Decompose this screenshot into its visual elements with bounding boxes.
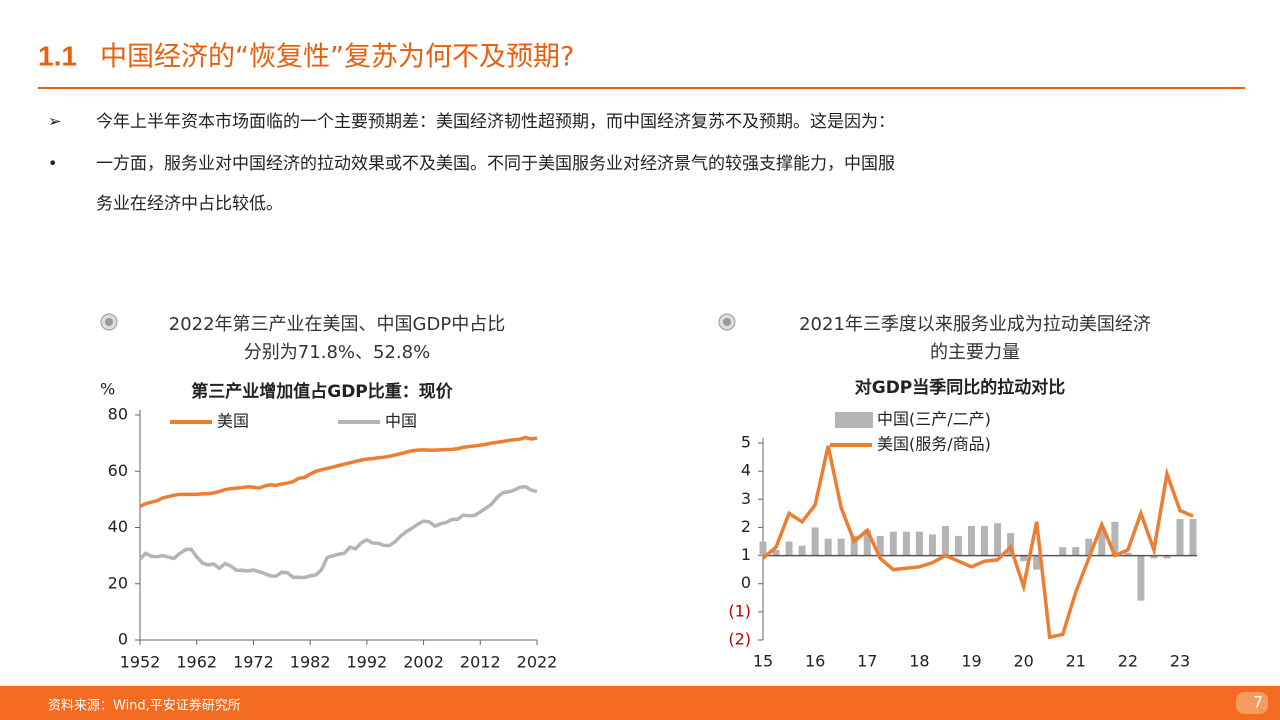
bar: [837, 538, 845, 556]
y-tick-label: (2): [728, 630, 751, 649]
page-box: [1236, 692, 1268, 714]
x-tick-label: 16: [805, 652, 825, 671]
x-tick-label: 23: [1170, 652, 1190, 671]
bar: [1163, 555, 1171, 559]
source: 资料来源：Wind,平安证券研究所: [48, 698, 241, 714]
legend-label: 美国(服务/商品): [877, 435, 991, 454]
caption-icon: [105, 318, 113, 326]
bar: [850, 535, 858, 556]
x-tick-label: 1992: [346, 653, 387, 672]
series-line: [139, 435, 538, 508]
bar: [954, 535, 962, 556]
bar: [941, 526, 949, 556]
bar: [902, 531, 910, 556]
chart-caption: 2021年三季度以来服务业成为拉动美国经济: [799, 314, 1151, 335]
title-number: 1.1: [38, 40, 77, 71]
x-tick-label: 1952: [120, 653, 161, 672]
chart-caption: 2022年第三产业在美国、中国GDP中占比: [169, 314, 505, 335]
x-tick-label: 2002: [403, 653, 444, 672]
bar: [1098, 527, 1106, 556]
bar: [876, 535, 884, 556]
bar: [798, 545, 806, 556]
series-line: [761, 445, 1194, 640]
caption-icon: [723, 318, 731, 326]
legend-swatch: [835, 412, 873, 428]
y-tick-label: (1): [728, 601, 751, 620]
x-tick-label: 20: [1013, 652, 1033, 671]
y-axis-label: %: [100, 380, 115, 399]
y-tick-label: 4: [741, 461, 751, 480]
bullet-icon: ➢: [48, 112, 61, 131]
y-tick-label: 20: [108, 573, 128, 592]
bar: [1033, 555, 1041, 570]
bar: [1137, 555, 1145, 601]
bar: [994, 523, 1002, 556]
chart-caption: 分别为71.8%、52.8%: [244, 342, 430, 363]
legend-label: 中国: [385, 412, 417, 431]
bar: [1150, 555, 1158, 559]
series-line: [138, 484, 538, 580]
bar: [1111, 521, 1119, 556]
legend-label: 中国(三产/二产): [877, 410, 991, 429]
y-tick-label: 3: [741, 489, 751, 508]
page-number: 7: [1253, 693, 1263, 712]
y-tick-label: 0: [741, 573, 751, 592]
bar: [968, 526, 975, 556]
x-tick-label: 1982: [290, 653, 331, 672]
bar: [785, 541, 793, 556]
x-tick-label: 1972: [233, 653, 274, 672]
x-tick-label: 17: [857, 652, 877, 671]
legend-label: 美国: [217, 412, 249, 431]
bar: [824, 538, 832, 556]
x-tick-label: 2012: [460, 653, 501, 672]
bullet-text: 务业在经济中占比较低。: [96, 194, 283, 214]
bar: [981, 526, 989, 556]
y-tick-label: 40: [108, 517, 128, 536]
y-tick-label: 80: [108, 405, 128, 424]
bar: [811, 527, 819, 556]
x-tick-label: 15: [753, 652, 773, 671]
footer-bar: [0, 686, 1280, 720]
x-tick-label: 19: [961, 652, 981, 671]
bar: [1059, 547, 1067, 556]
bar: [1124, 552, 1132, 556]
bullet-text: 今年上半年资本市场面临的一个主要预期差：美国经济韧性超预期，而中国经济复苏不及预…: [96, 112, 895, 132]
x-tick-label: 21: [1066, 652, 1086, 671]
x-tick-label: 1962: [176, 653, 217, 672]
bar: [863, 530, 871, 556]
title: 中国经济的“恢复性”复苏为何不及预期?: [100, 42, 574, 73]
y-tick-label: 0: [118, 630, 128, 649]
y-tick-label: 5: [741, 433, 751, 452]
chart-caption: 的主要力量: [930, 342, 1020, 363]
bar: [1176, 518, 1184, 556]
bar: [889, 531, 897, 556]
y-tick-label: 60: [108, 461, 128, 480]
bar: [1189, 518, 1197, 556]
bar: [1020, 555, 1028, 562]
bar: [772, 549, 780, 556]
bar: [1007, 533, 1015, 556]
bar: [759, 541, 767, 556]
x-tick-label: 18: [909, 652, 929, 671]
chart-title: 对GDP当季同比的拉动对比: [855, 377, 1066, 398]
bar: [928, 534, 936, 556]
bullet-text: 一方面，服务业对中国经济的拉动效果或不及美国。不同于美国服务业对经济景气的较强支…: [96, 154, 895, 174]
bullet-icon: •: [48, 154, 57, 173]
bar: [1085, 538, 1093, 556]
y-tick-label: 2: [741, 517, 751, 536]
y-tick-label: 1: [741, 545, 751, 564]
x-tick-label: 22: [1118, 652, 1138, 671]
chart-title: 第三产业增加值占GDP比重：现价: [191, 381, 454, 402]
x-tick-label: 2022: [517, 653, 558, 672]
bar: [1072, 547, 1080, 556]
bar: [915, 531, 923, 556]
